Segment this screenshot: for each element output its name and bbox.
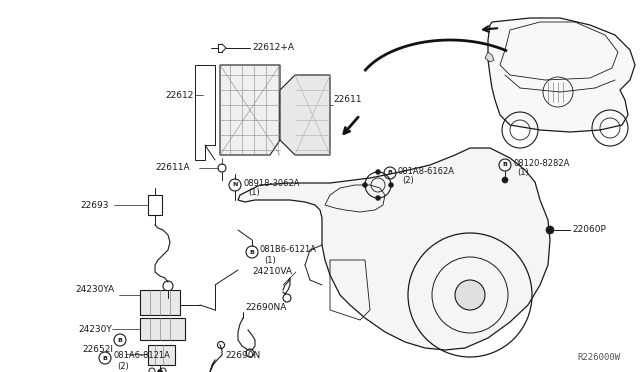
Circle shape [376,170,381,174]
Text: 22690NA: 22690NA [245,304,286,312]
Text: 24230Y: 24230Y [78,326,112,334]
Text: 08120-8282A: 08120-8282A [513,158,570,167]
Circle shape [455,280,485,310]
Text: B: B [102,356,108,360]
Text: R226000W: R226000W [577,353,620,362]
Circle shape [376,196,381,201]
Polygon shape [485,52,494,62]
Text: B: B [502,163,508,167]
Circle shape [388,183,394,187]
Text: 22693: 22693 [80,201,109,209]
Text: (1): (1) [248,189,260,198]
Text: N: N [232,183,237,187]
Polygon shape [140,290,180,315]
Text: 24210VA: 24210VA [252,267,292,276]
Circle shape [165,299,171,305]
Text: 22060P: 22060P [572,225,606,234]
Circle shape [362,183,367,187]
Polygon shape [220,65,280,155]
Text: 22612+A: 22612+A [252,44,294,52]
Text: 22612: 22612 [165,90,193,99]
Text: 081B6-6121A: 081B6-6121A [260,246,317,254]
Polygon shape [140,318,185,340]
Text: 22652I: 22652I [82,346,113,355]
Text: 24230YA: 24230YA [75,285,114,295]
Text: 081A6-8121A: 081A6-8121A [113,352,170,360]
Text: 22611: 22611 [333,96,362,105]
Text: B: B [250,250,255,254]
Text: 22690N: 22690N [225,350,260,359]
Text: (2): (2) [117,362,129,371]
Circle shape [157,369,163,372]
Text: B: B [388,170,392,176]
Text: 22611A: 22611A [155,164,189,173]
Text: 08918-3062A: 08918-3062A [244,179,301,187]
Text: (1): (1) [264,256,276,264]
Text: 081A8-6162A: 081A8-6162A [398,167,455,176]
Circle shape [502,177,508,183]
Text: B: B [118,337,122,343]
Circle shape [546,226,554,234]
Polygon shape [238,148,550,350]
Polygon shape [148,345,175,365]
Text: (1): (1) [517,169,529,177]
Polygon shape [488,18,635,132]
Polygon shape [280,75,330,155]
Text: (2): (2) [402,176,413,186]
